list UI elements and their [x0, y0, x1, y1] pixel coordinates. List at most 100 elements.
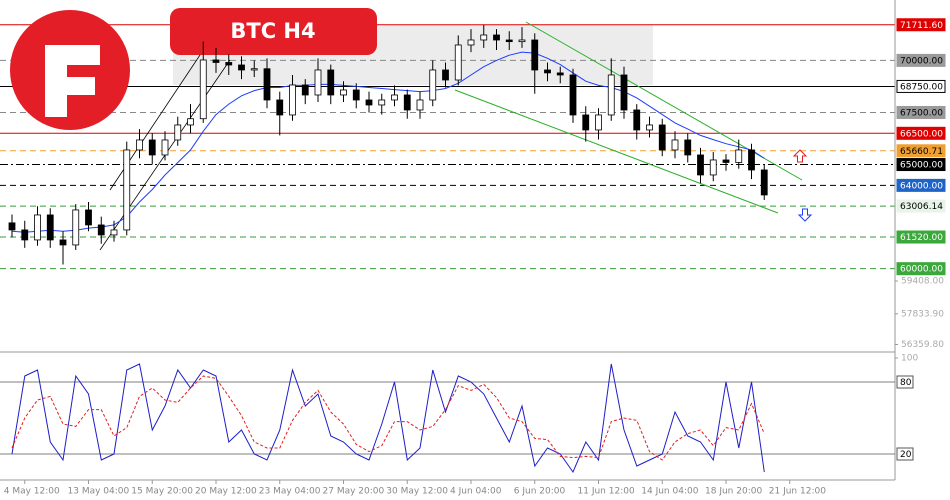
- osc-level-label: 80: [900, 378, 912, 388]
- level-label: 70000.00: [900, 56, 943, 66]
- x-tick-label: 15 May 20:00: [131, 487, 193, 497]
- badge-box: [170, 8, 377, 55]
- candle-body: [493, 34, 500, 41]
- candle-body: [314, 69, 322, 96]
- candle-body: [518, 39, 526, 43]
- candle-body: [748, 149, 755, 171]
- candle-body: [238, 64, 245, 71]
- candle-body: [123, 149, 131, 231]
- candle-body: [276, 99, 284, 116]
- x-tick-label: 13 May 04:00: [68, 487, 130, 497]
- y-tick-label: 59408.00: [901, 277, 944, 287]
- oscillator-line: [11, 375, 765, 461]
- candle-body: [340, 89, 347, 96]
- osc-tick-label: 100: [901, 354, 918, 364]
- x-tick-label: 11 Jun 12:00: [578, 487, 635, 497]
- candle-body: [709, 159, 717, 176]
- candle-body: [136, 139, 143, 151]
- candle-body: [301, 84, 309, 96]
- level-label-box: [896, 178, 946, 192]
- candle-body: [225, 62, 233, 66]
- x-tick-label: 4 May 12:00: [4, 487, 60, 497]
- down-arrow: [797, 208, 813, 222]
- level-label: 67500.00: [900, 108, 943, 118]
- candle-body: [85, 209, 92, 226]
- level-label-box: [896, 18, 946, 32]
- level-label: 60000.00: [900, 265, 943, 275]
- level-label: 65000.00: [900, 161, 943, 171]
- candle-body: [760, 169, 768, 196]
- logo-circle: [10, 10, 130, 130]
- y-tick-label: 57833.90: [901, 309, 944, 319]
- x-tick-label: 21 Jun 12:00: [769, 487, 826, 497]
- candle-body: [442, 69, 449, 81]
- level-label: 63006.14: [900, 202, 943, 212]
- candle-body: [429, 69, 437, 101]
- level-label-box: [896, 53, 946, 67]
- level-label: 68750.00: [900, 82, 943, 92]
- level-label-box: [896, 199, 946, 213]
- candle-body: [658, 124, 666, 151]
- candle-body: [505, 39, 513, 43]
- oscillator-line: [11, 363, 765, 474]
- candle-body: [187, 118, 194, 126]
- level-label-box: [896, 105, 946, 119]
- x-tick-label: 27 May 20:00: [323, 487, 385, 497]
- osc-level-box: [896, 447, 914, 461]
- candle-body: [97, 224, 105, 236]
- moving-average: [11, 51, 765, 233]
- candle-body: [352, 89, 360, 101]
- candle-body: [391, 94, 398, 101]
- candle-body: [595, 114, 602, 131]
- candle-body: [480, 34, 488, 41]
- candle-body: [250, 68, 258, 71]
- candle-body: [607, 74, 615, 116]
- candle-body: [646, 124, 653, 131]
- candle-body: [199, 59, 207, 120]
- channel-line: [525, 21, 803, 181]
- osc-level-label: 20: [900, 450, 912, 460]
- candle-body: [467, 39, 475, 46]
- candle-body: [72, 209, 80, 246]
- level-label-box: [896, 230, 946, 244]
- candle-body: [403, 94, 411, 111]
- candle-body: [735, 149, 743, 163]
- level-label: 61520.00: [900, 233, 943, 243]
- level-label: 64000.00: [900, 181, 943, 191]
- candle-body: [697, 154, 704, 176]
- x-tick-label: 6 Jun 20:00: [514, 487, 566, 497]
- level-label-box: [896, 144, 946, 158]
- candle-body: [582, 114, 590, 131]
- candle-body: [544, 69, 551, 74]
- candle-body: [21, 229, 29, 241]
- x-tick-label: 4 Jun 04:00: [450, 487, 502, 497]
- candle-body: [454, 44, 462, 81]
- candle-body: [378, 99, 386, 106]
- level-label: 66500.00: [900, 129, 943, 139]
- y-tick-label: 56359.80: [901, 340, 944, 350]
- candle-body: [722, 159, 730, 163]
- candle-body: [34, 214, 41, 241]
- candle-body: [620, 74, 628, 111]
- candle-body: [684, 139, 692, 156]
- level-label: 71711.60: [900, 21, 943, 31]
- candle-body: [59, 239, 67, 246]
- candle-body: [46, 214, 54, 241]
- x-tick-label: 20 May 12:00: [195, 487, 257, 497]
- candle-body: [569, 74, 577, 116]
- candle-body: [8, 222, 16, 231]
- logo-mark: [45, 45, 100, 117]
- logo: [10, 10, 130, 130]
- level-label-box: [896, 79, 946, 93]
- channel-line: [454, 89, 779, 214]
- candle-body: [289, 84, 296, 116]
- level-label-box: [896, 262, 946, 276]
- candle-body: [556, 72, 564, 76]
- candle-body: [263, 68, 271, 101]
- osc-level-box: [896, 375, 914, 389]
- candle-body: [633, 109, 641, 131]
- x-tick-label: 14 Jun 04:00: [641, 487, 698, 497]
- candle-body: [148, 139, 156, 156]
- x-tick-label: 18 Jun 20:00: [705, 487, 762, 497]
- candle-body: [365, 99, 373, 106]
